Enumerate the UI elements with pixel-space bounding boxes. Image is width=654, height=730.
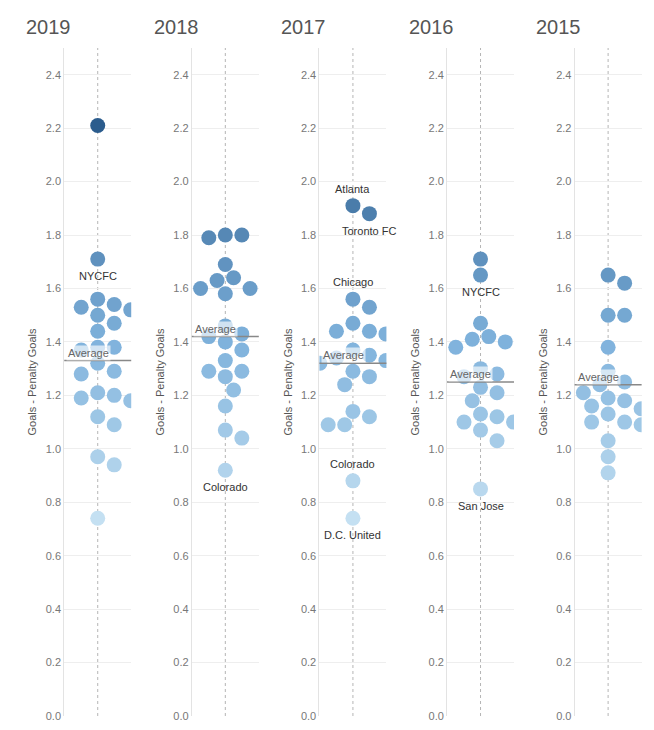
svg-text:2018: 2018 — [154, 16, 199, 38]
svg-text:0.0: 0.0 — [46, 710, 61, 722]
svg-text:0.8: 0.8 — [429, 496, 444, 508]
svg-text:1.6: 1.6 — [429, 282, 444, 294]
svg-text:0.0: 0.0 — [429, 710, 444, 722]
svg-text:1.4: 1.4 — [556, 336, 571, 348]
svg-text:Goals - Penalty Goals: Goals - Penalty Goals — [537, 328, 549, 435]
svg-text:1.0: 1.0 — [301, 443, 316, 455]
svg-text:Colorado: Colorado — [203, 481, 248, 493]
svg-text:2.2: 2.2 — [173, 122, 188, 134]
svg-text:Atlanta: Atlanta — [335, 183, 370, 195]
svg-text:0.8: 0.8 — [46, 496, 61, 508]
svg-text:0.4: 0.4 — [556, 603, 571, 615]
svg-text:1.2: 1.2 — [173, 389, 188, 401]
svg-text:1.6: 1.6 — [173, 282, 188, 294]
svg-text:NYCFC: NYCFC — [462, 286, 500, 298]
svg-text:Average: Average — [68, 347, 109, 359]
svg-text:0.4: 0.4 — [173, 603, 188, 615]
svg-text:0.4: 0.4 — [46, 603, 61, 615]
svg-text:1.6: 1.6 — [556, 282, 571, 294]
svg-text:Average: Average — [450, 368, 491, 380]
svg-text:0.8: 0.8 — [173, 496, 188, 508]
svg-text:2.2: 2.2 — [301, 122, 316, 134]
svg-text:1.2: 1.2 — [556, 389, 571, 401]
svg-text:0.0: 0.0 — [556, 710, 571, 722]
svg-text:0.6: 0.6 — [556, 550, 571, 562]
svg-text:0.2: 0.2 — [173, 656, 188, 668]
svg-text:2.4: 2.4 — [46, 69, 61, 81]
svg-text:2.2: 2.2 — [556, 122, 571, 134]
svg-text:Goals - Penalty Goals: Goals - Penalty Goals — [154, 328, 166, 435]
svg-text:0.8: 0.8 — [556, 496, 571, 508]
svg-text:1.4: 1.4 — [301, 336, 316, 348]
svg-text:0.2: 0.2 — [556, 656, 571, 668]
svg-text:2.0: 2.0 — [556, 175, 571, 187]
svg-text:2.0: 2.0 — [46, 175, 61, 187]
svg-text:2.2: 2.2 — [46, 122, 61, 134]
svg-text:2.4: 2.4 — [173, 69, 188, 81]
svg-text:0.4: 0.4 — [429, 603, 444, 615]
svg-text:0.2: 0.2 — [46, 656, 61, 668]
svg-text:Average: Average — [323, 349, 364, 361]
svg-text:0.4: 0.4 — [301, 603, 316, 615]
svg-text:1.2: 1.2 — [301, 389, 316, 401]
svg-text:1.0: 1.0 — [173, 443, 188, 455]
svg-text:Colorado: Colorado — [330, 458, 375, 470]
svg-text:0.0: 0.0 — [173, 710, 188, 722]
svg-text:1.0: 1.0 — [46, 443, 61, 455]
svg-text:2.0: 2.0 — [173, 175, 188, 187]
svg-text:2.0: 2.0 — [429, 175, 444, 187]
svg-text:2015: 2015 — [536, 16, 581, 38]
svg-text:1.2: 1.2 — [46, 389, 61, 401]
svg-text:0.6: 0.6 — [429, 550, 444, 562]
svg-text:2.4: 2.4 — [429, 69, 444, 81]
svg-text:0.8: 0.8 — [301, 496, 316, 508]
svg-text:1.8: 1.8 — [429, 229, 444, 241]
svg-text:0.0: 0.0 — [301, 710, 316, 722]
svg-text:1.4: 1.4 — [46, 336, 61, 348]
svg-text:2019: 2019 — [26, 16, 71, 38]
svg-text:1.8: 1.8 — [301, 229, 316, 241]
svg-text:1.8: 1.8 — [556, 229, 571, 241]
svg-text:D.C. United: D.C. United — [324, 529, 381, 541]
svg-text:Goals - Penalty Goals: Goals - Penalty Goals — [409, 328, 421, 435]
svg-text:0.2: 0.2 — [429, 656, 444, 668]
svg-text:2.0: 2.0 — [301, 175, 316, 187]
svg-text:2.4: 2.4 — [301, 69, 316, 81]
svg-text:2.4: 2.4 — [556, 69, 571, 81]
svg-text:1.0: 1.0 — [429, 443, 444, 455]
svg-text:1.6: 1.6 — [46, 282, 61, 294]
svg-text:Average: Average — [578, 371, 619, 383]
svg-text:0.6: 0.6 — [301, 550, 316, 562]
svg-text:Goals - Penalty Goals: Goals - Penalty Goals — [282, 328, 294, 435]
svg-text:2017: 2017 — [281, 16, 326, 38]
svg-text:2016: 2016 — [409, 16, 454, 38]
svg-text:1.4: 1.4 — [429, 336, 444, 348]
svg-text:1.8: 1.8 — [173, 229, 188, 241]
svg-text:0.6: 0.6 — [46, 550, 61, 562]
svg-text:Goals - Penalty Goals: Goals - Penalty Goals — [26, 328, 38, 435]
svg-text:1.0: 1.0 — [556, 443, 571, 455]
svg-text:Toronto FC: Toronto FC — [342, 225, 396, 237]
svg-text:San Jose: San Jose — [458, 500, 504, 512]
svg-text:1.4: 1.4 — [173, 336, 188, 348]
svg-text:2.2: 2.2 — [429, 122, 444, 134]
svg-text:0.2: 0.2 — [301, 656, 316, 668]
svg-text:1.6: 1.6 — [301, 282, 316, 294]
svg-text:1.8: 1.8 — [46, 229, 61, 241]
svg-text:0.6: 0.6 — [173, 550, 188, 562]
svg-text:Chicago: Chicago — [333, 276, 373, 288]
svg-text:1.2: 1.2 — [429, 389, 444, 401]
svg-text:Average: Average — [195, 323, 236, 335]
svg-text:NYCFC: NYCFC — [79, 270, 117, 282]
